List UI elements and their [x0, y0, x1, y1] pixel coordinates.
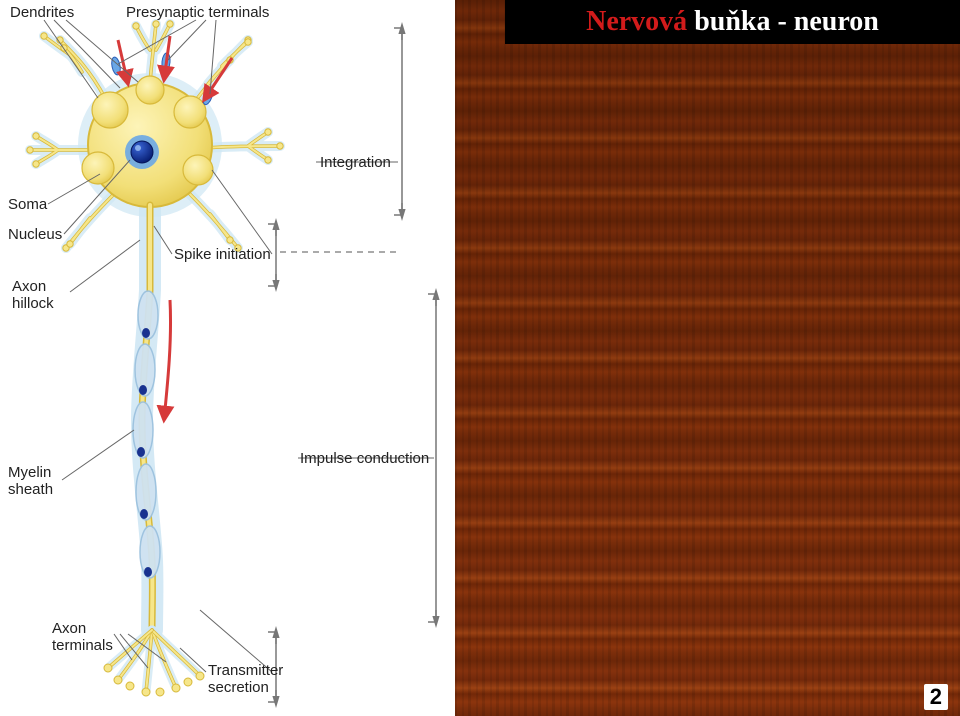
label-impulse: Impulse conduction: [300, 450, 429, 467]
label-nucleus: Nucleus: [8, 226, 62, 243]
slide: Nervová buňka - neuron: [0, 0, 960, 716]
label-axon_term: Axon terminals: [52, 620, 113, 654]
label-myelin: Myelin sheath: [8, 464, 53, 498]
label-axon_hillock: Axon hillock: [12, 278, 54, 312]
label-integration: Integration: [320, 154, 391, 171]
title-part1: Nervová: [586, 6, 694, 37]
label-soma: Soma: [8, 196, 47, 213]
label-transmitter: Transmitter secretion: [208, 662, 283, 696]
label-presynaptic: Presynaptic terminals: [126, 4, 269, 21]
title-box: Nervová buňka - neuron: [505, 0, 960, 44]
label-spike: Spike initiation: [174, 246, 271, 263]
title-part2: buňka - neuron: [694, 6, 879, 37]
label-dendrites: Dendrites: [10, 4, 74, 21]
neuron-svg: [0, 0, 455, 716]
neuron-diagram: Dendrites Presynaptic terminals Integratio…: [0, 0, 455, 716]
title-text: Nervová buňka - neuron: [586, 6, 879, 38]
page-number: 2: [924, 684, 948, 710]
